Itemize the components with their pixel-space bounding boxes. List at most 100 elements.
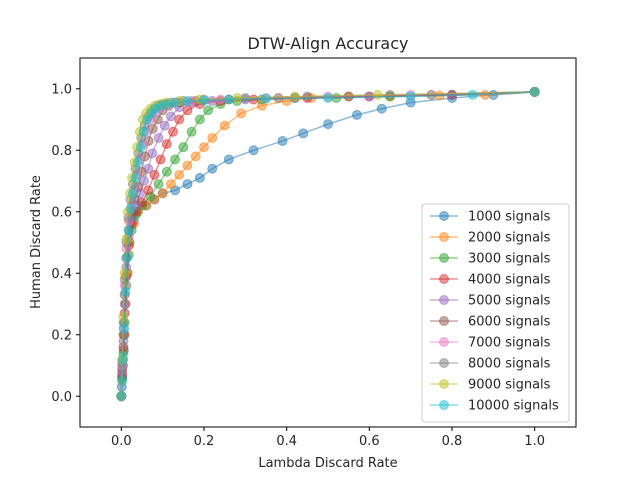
data-point [261,93,271,104]
x-tick-label: 0.0 [111,434,132,449]
y-tick-label: 1.0 [51,82,72,97]
data-point [232,92,243,103]
legend-marker [439,232,449,242]
x-axis-label: Lambda Discard Rate [258,456,397,471]
y-axis-label: Human Discard Rate [29,175,44,309]
data-point [190,151,201,162]
data-point [323,119,333,130]
y-axis: 0.0 0.2 0.4 0.6 0.8 1.0 [51,82,80,405]
chart-title: DTW-Align Accuracy [248,34,409,53]
y-tick-label: 0.8 [51,144,72,159]
legend-marker [439,253,449,263]
legend-marker [439,316,449,326]
data-point [194,114,205,125]
data-point [199,142,209,153]
data-point [372,89,383,100]
data-point [153,179,164,190]
data-point [207,163,218,174]
data-point [207,132,218,143]
series-9 [116,86,540,402]
data-point [223,94,234,105]
data-point [118,311,129,322]
data-point [125,203,136,214]
data-point [127,188,138,199]
data-point [223,154,234,165]
legend-marker [439,400,449,410]
legend-label: 1000 signals [468,210,551,225]
data-point [123,225,134,236]
legend-label: 10000 signals [468,399,559,414]
legend-marker [439,295,449,305]
legend-box [421,203,570,423]
data-point [157,188,168,199]
legend-label: 6000 signals [468,315,551,330]
data-point [182,96,193,107]
data-point [170,97,181,108]
legend-label: 7000 signals [468,336,551,351]
data-point [323,92,333,103]
data-point [248,145,259,156]
data-point [119,268,130,279]
x-tick-label: 0.4 [276,434,297,449]
legend-label: 2000 signals [468,231,551,246]
x-tick-label: 0.6 [359,434,380,449]
data-point [168,126,178,137]
x-axis: 0.0 0.2 0.4 0.6 0.8 1.0 [111,427,545,449]
x-tick-label: 0.2 [194,434,215,449]
data-point [120,286,131,297]
data-point [170,154,181,165]
data-point [121,234,132,245]
data-point [351,109,362,120]
data-point [203,105,214,116]
legend-label: 8000 signals [468,357,551,372]
data-point [165,179,176,190]
data-point [182,179,193,190]
data-point [116,391,127,402]
y-tick-label: 0.0 [51,390,72,405]
data-point [165,111,176,122]
data-point [199,95,209,106]
data-point [143,185,154,196]
data-point [178,142,189,153]
legend-marker [439,211,449,221]
data-point [289,91,300,102]
y-tick-label: 0.4 [51,267,72,282]
data-point [117,375,128,386]
data-point [174,114,185,125]
legend-label: 5000 signals [468,294,551,309]
data-point [186,126,197,137]
legend-label: 3000 signals [468,252,551,267]
data-point [182,160,193,171]
legend-label: 9000 signals [468,378,551,393]
data-point [219,120,230,131]
y-tick-label: 0.6 [51,205,72,220]
data-point [149,169,160,180]
plot-area [116,86,540,402]
data-point [130,172,141,183]
legend-label: 4000 signals [468,273,551,288]
data-point [153,132,164,143]
data-point [298,128,309,139]
data-point [174,169,185,180]
data-point [155,154,166,165]
data-point [119,323,130,334]
data-point [161,166,172,177]
legend-marker [439,337,449,347]
data-point [132,157,143,168]
data-point [159,120,170,131]
data-point [376,103,387,114]
axes-frame [79,57,577,428]
data-point [277,136,288,147]
x-tick-label: 0.8 [442,434,463,449]
data-point [122,252,133,263]
legend-marker [439,358,449,368]
data-point [161,99,172,110]
data-point [405,91,416,102]
data-point [236,108,247,119]
data-point [529,86,540,97]
legend: 1000 signals 2000 signals 3000 signals 4000… [421,203,570,423]
x-tick-label: 1.0 [524,434,545,449]
y-tick-label: 0.2 [51,328,72,343]
legend-marker [439,379,449,389]
